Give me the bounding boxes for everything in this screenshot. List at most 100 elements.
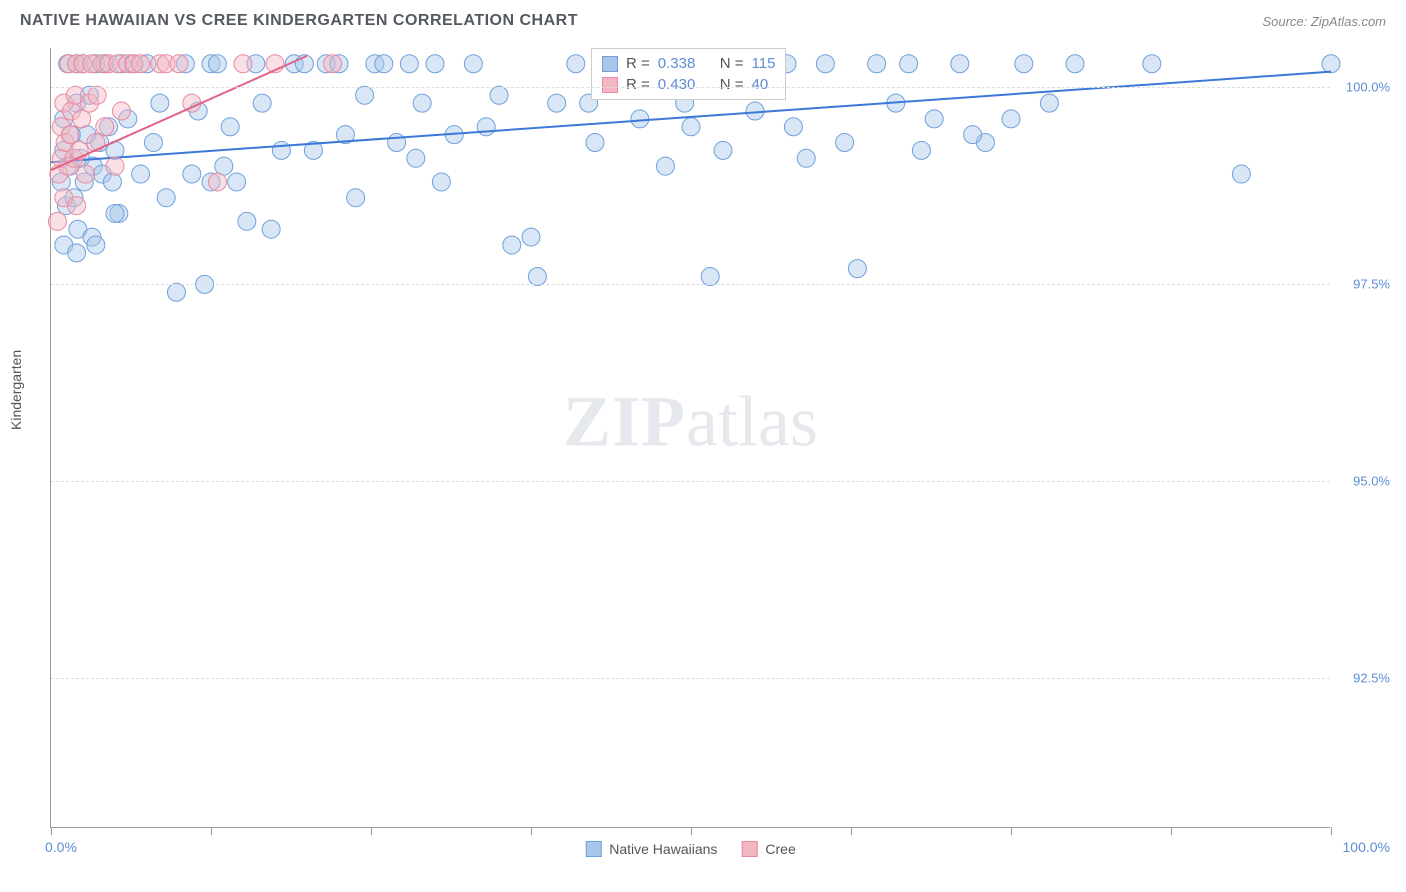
scatter-point bbox=[528, 267, 546, 285]
n-label: N = bbox=[720, 76, 744, 93]
scatter-point bbox=[836, 134, 854, 152]
scatter-point bbox=[925, 110, 943, 128]
scatter-point bbox=[797, 149, 815, 167]
scatter-point bbox=[151, 94, 169, 112]
scatter-point bbox=[132, 55, 150, 73]
legend-swatch-blue-icon bbox=[585, 841, 601, 857]
scatter-point bbox=[522, 228, 540, 246]
scatter-point bbox=[868, 55, 886, 73]
scatter-point bbox=[106, 204, 124, 222]
n-value-pink: 40 bbox=[752, 76, 769, 93]
scatter-point bbox=[234, 55, 252, 73]
gridline-h bbox=[51, 284, 1330, 285]
scatter-point bbox=[426, 55, 444, 73]
scatter-point bbox=[183, 165, 201, 183]
stat-row-blue: R = 0.338 N = 115 bbox=[602, 53, 775, 74]
scatter-point bbox=[324, 55, 342, 73]
stat-row-pink: R = 0.430 N = 40 bbox=[602, 74, 775, 95]
y-axis-label: Kindergarten bbox=[8, 350, 24, 430]
scatter-point bbox=[68, 197, 86, 215]
x-tick bbox=[51, 827, 52, 835]
scatter-point bbox=[1040, 94, 1058, 112]
y-tick-label: 97.5% bbox=[1353, 277, 1390, 292]
scatter-point bbox=[816, 55, 834, 73]
scatter-point bbox=[964, 126, 982, 144]
chart-title: NATIVE HAWAIIAN VS CREE KINDERGARTEN COR… bbox=[20, 12, 578, 30]
scatter-point bbox=[221, 118, 239, 136]
scatter-point bbox=[848, 260, 866, 278]
scatter-point bbox=[1015, 55, 1033, 73]
legend-item-cree: Cree bbox=[741, 841, 795, 857]
scatter-point bbox=[112, 102, 130, 120]
x-tick bbox=[851, 827, 852, 835]
scatter-point bbox=[87, 236, 105, 254]
scatter-point bbox=[103, 173, 121, 191]
scatter-point bbox=[375, 55, 393, 73]
scatter-point bbox=[106, 157, 124, 175]
scatter-point bbox=[1143, 55, 1161, 73]
n-label: N = bbox=[720, 55, 744, 72]
scatter-point bbox=[912, 141, 930, 159]
scatter-point bbox=[262, 220, 280, 238]
x-axis-min-label: 0.0% bbox=[45, 839, 77, 855]
gridline-h bbox=[51, 678, 1330, 679]
scatter-point bbox=[682, 118, 700, 136]
scatter-point bbox=[631, 110, 649, 128]
legend: Native Hawaiians Cree bbox=[585, 841, 796, 857]
scatter-point bbox=[208, 55, 226, 73]
x-axis-max-label: 100.0% bbox=[1343, 839, 1390, 855]
scatter-point bbox=[88, 86, 106, 104]
scatter-point bbox=[656, 157, 674, 175]
scatter-point bbox=[784, 118, 802, 136]
n-value-blue: 115 bbox=[752, 55, 776, 72]
r-value-pink: 0.430 bbox=[658, 76, 706, 93]
scatter-point bbox=[477, 118, 495, 136]
chart-plot-area: ZIPatlas R = 0.338 N = 115 R = 0.430 N =… bbox=[50, 48, 1330, 828]
scatter-point bbox=[586, 134, 604, 152]
source-label: Source: ZipAtlas.com bbox=[1262, 14, 1386, 29]
y-tick-label: 92.5% bbox=[1353, 671, 1390, 686]
scatter-point bbox=[413, 94, 431, 112]
scatter-point bbox=[432, 173, 450, 191]
swatch-blue-icon bbox=[602, 56, 618, 72]
scatter-point bbox=[1066, 55, 1084, 73]
scatter-point bbox=[407, 149, 425, 167]
scatter-point bbox=[714, 141, 732, 159]
scatter-point bbox=[48, 212, 66, 230]
gridline-h bbox=[51, 481, 1330, 482]
scatter-point bbox=[77, 165, 95, 183]
scatter-point bbox=[272, 141, 290, 159]
scatter-point bbox=[951, 55, 969, 73]
legend-label-blue: Native Hawaiians bbox=[609, 841, 717, 857]
scatter-point bbox=[253, 94, 271, 112]
scatter-point bbox=[68, 244, 86, 262]
scatter-point bbox=[238, 212, 256, 230]
scatter-point bbox=[900, 55, 918, 73]
x-tick bbox=[691, 827, 692, 835]
scatter-point bbox=[96, 118, 114, 136]
r-label: R = bbox=[626, 55, 650, 72]
scatter-point bbox=[132, 165, 150, 183]
gridline-h bbox=[51, 87, 1330, 88]
x-tick bbox=[211, 827, 212, 835]
chart-header: NATIVE HAWAIIAN VS CREE KINDERGARTEN COR… bbox=[0, 0, 1406, 38]
scatter-point bbox=[548, 94, 566, 112]
scatter-point bbox=[208, 173, 226, 191]
x-tick bbox=[1171, 827, 1172, 835]
x-tick bbox=[1331, 827, 1332, 835]
scatter-point bbox=[167, 283, 185, 301]
x-tick bbox=[531, 827, 532, 835]
scatter-svg bbox=[51, 48, 1330, 827]
swatch-pink-icon bbox=[602, 77, 618, 93]
scatter-point bbox=[228, 173, 246, 191]
scatter-point bbox=[1002, 110, 1020, 128]
scatter-point bbox=[1232, 165, 1250, 183]
y-tick-label: 100.0% bbox=[1346, 80, 1390, 95]
scatter-point bbox=[567, 55, 585, 73]
scatter-point bbox=[1322, 55, 1340, 73]
scatter-point bbox=[157, 189, 175, 207]
x-tick bbox=[371, 827, 372, 835]
r-label: R = bbox=[626, 76, 650, 93]
scatter-point bbox=[73, 110, 91, 128]
scatter-point bbox=[347, 189, 365, 207]
